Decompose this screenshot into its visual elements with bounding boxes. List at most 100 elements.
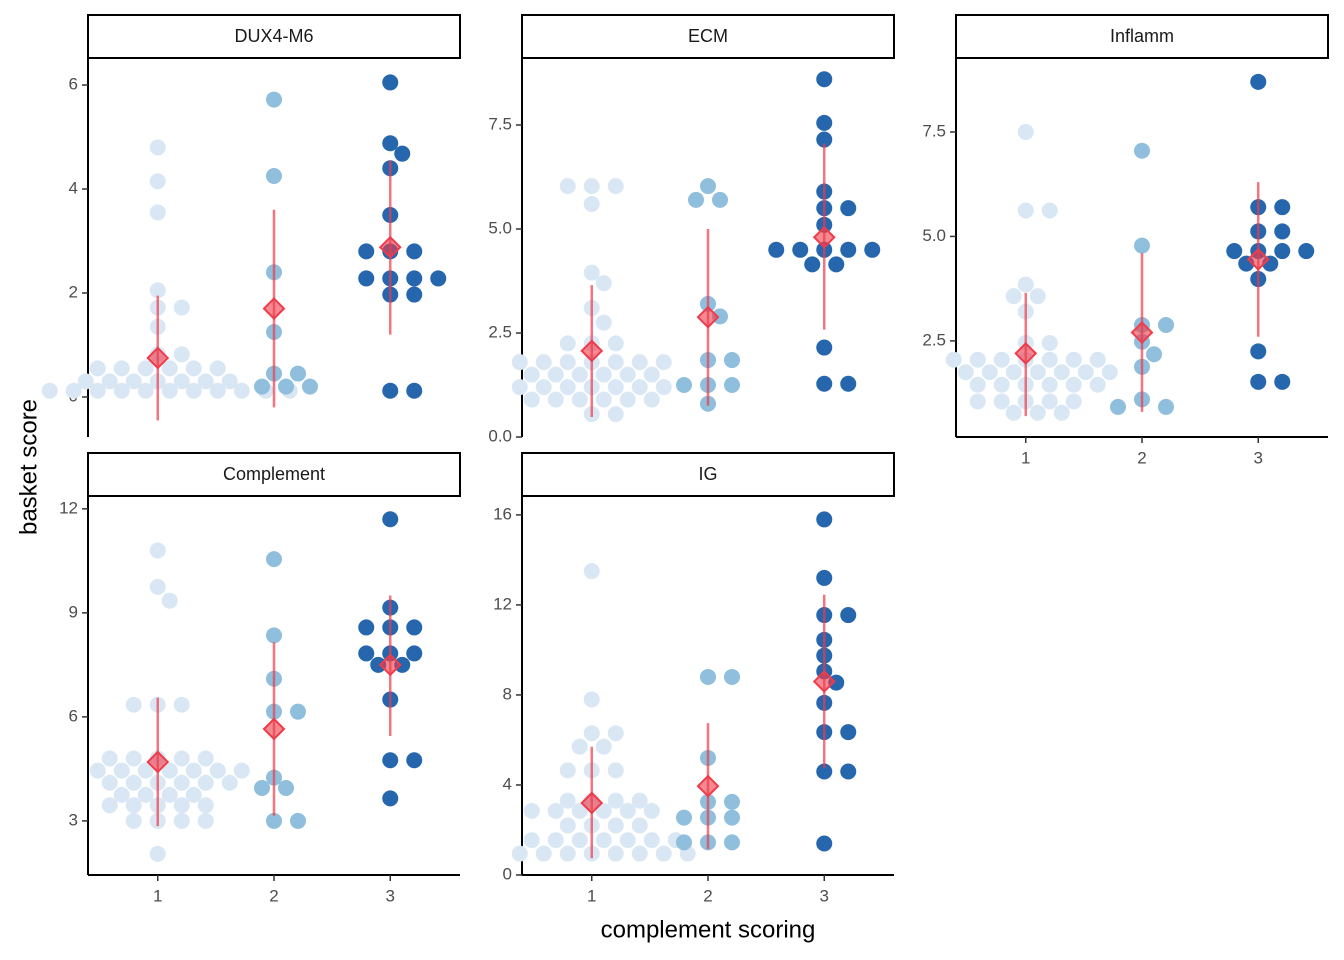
point bbox=[1134, 142, 1150, 159]
point bbox=[571, 802, 588, 819]
point bbox=[382, 382, 399, 399]
point bbox=[547, 366, 564, 383]
point bbox=[816, 835, 833, 852]
point bbox=[382, 790, 399, 807]
point bbox=[804, 256, 821, 273]
point bbox=[161, 360, 178, 377]
point bbox=[1250, 73, 1267, 90]
point bbox=[149, 139, 166, 156]
point bbox=[113, 382, 130, 399]
point bbox=[113, 762, 130, 779]
point bbox=[1250, 343, 1267, 360]
point bbox=[197, 797, 214, 814]
point bbox=[173, 774, 190, 791]
point bbox=[724, 809, 740, 826]
point bbox=[655, 354, 672, 371]
point bbox=[816, 71, 833, 88]
point bbox=[1017, 123, 1034, 140]
point bbox=[185, 786, 202, 803]
point bbox=[358, 619, 375, 636]
facet-title: Inflamm bbox=[1110, 26, 1174, 46]
facet-title: ECM bbox=[688, 26, 728, 46]
point bbox=[278, 378, 294, 395]
mean-marker bbox=[1130, 321, 1154, 344]
points bbox=[41, 74, 447, 399]
point bbox=[511, 845, 528, 862]
point bbox=[607, 335, 624, 352]
y-tick-label: 6 bbox=[69, 75, 78, 94]
point bbox=[161, 382, 178, 399]
mean-marker bbox=[812, 225, 836, 249]
point bbox=[125, 812, 142, 829]
point bbox=[266, 812, 282, 829]
point bbox=[643, 832, 660, 849]
point bbox=[643, 391, 660, 408]
point bbox=[1250, 373, 1267, 390]
point bbox=[957, 364, 974, 381]
point bbox=[523, 802, 540, 819]
point bbox=[700, 668, 716, 685]
point bbox=[840, 724, 857, 741]
mean-marker bbox=[262, 297, 286, 321]
point bbox=[523, 832, 540, 849]
point bbox=[583, 691, 600, 708]
point bbox=[607, 762, 624, 779]
point bbox=[1005, 288, 1022, 305]
point bbox=[816, 569, 833, 586]
point bbox=[406, 243, 423, 260]
point bbox=[535, 379, 552, 396]
point bbox=[137, 762, 154, 779]
point bbox=[724, 834, 740, 851]
point bbox=[406, 270, 423, 287]
point bbox=[137, 360, 154, 377]
x-tick-label: 1 bbox=[153, 886, 162, 905]
y-tick-label: 9 bbox=[69, 602, 78, 621]
point bbox=[1158, 398, 1174, 415]
point bbox=[406, 619, 423, 636]
point bbox=[149, 173, 166, 190]
point bbox=[583, 563, 600, 580]
point bbox=[571, 366, 588, 383]
mean-marker bbox=[262, 717, 286, 741]
point bbox=[394, 145, 411, 162]
point bbox=[792, 241, 809, 258]
point bbox=[511, 379, 528, 396]
point bbox=[993, 351, 1010, 368]
point bbox=[1017, 202, 1034, 219]
point bbox=[993, 376, 1010, 393]
point bbox=[1053, 364, 1070, 381]
point bbox=[406, 645, 423, 662]
point bbox=[1226, 243, 1243, 260]
point bbox=[969, 376, 986, 393]
mean-marker bbox=[1014, 342, 1038, 365]
point bbox=[571, 738, 588, 755]
facet-strip bbox=[521, 452, 895, 497]
point bbox=[173, 696, 190, 713]
point bbox=[595, 802, 612, 819]
point bbox=[643, 366, 660, 383]
point bbox=[724, 793, 740, 810]
point bbox=[1274, 243, 1291, 260]
facet-title: DUX4-M6 bbox=[234, 26, 313, 46]
point bbox=[137, 786, 154, 803]
point bbox=[173, 812, 190, 829]
point bbox=[840, 241, 857, 258]
x-tick-label: 2 bbox=[703, 886, 712, 905]
point bbox=[559, 762, 576, 779]
point bbox=[724, 668, 740, 685]
point bbox=[1017, 276, 1034, 293]
point bbox=[607, 845, 624, 862]
point bbox=[1041, 334, 1058, 351]
point bbox=[370, 656, 387, 673]
point bbox=[583, 264, 600, 281]
facet-title: Complement bbox=[223, 464, 325, 484]
y-tick-label: 8 bbox=[503, 684, 512, 703]
point bbox=[137, 382, 154, 399]
point bbox=[1065, 376, 1082, 393]
y-tick-label: 7.5 bbox=[488, 114, 512, 133]
facet-strip bbox=[955, 14, 1329, 59]
point bbox=[688, 191, 704, 208]
point bbox=[559, 335, 576, 352]
point bbox=[290, 365, 306, 382]
